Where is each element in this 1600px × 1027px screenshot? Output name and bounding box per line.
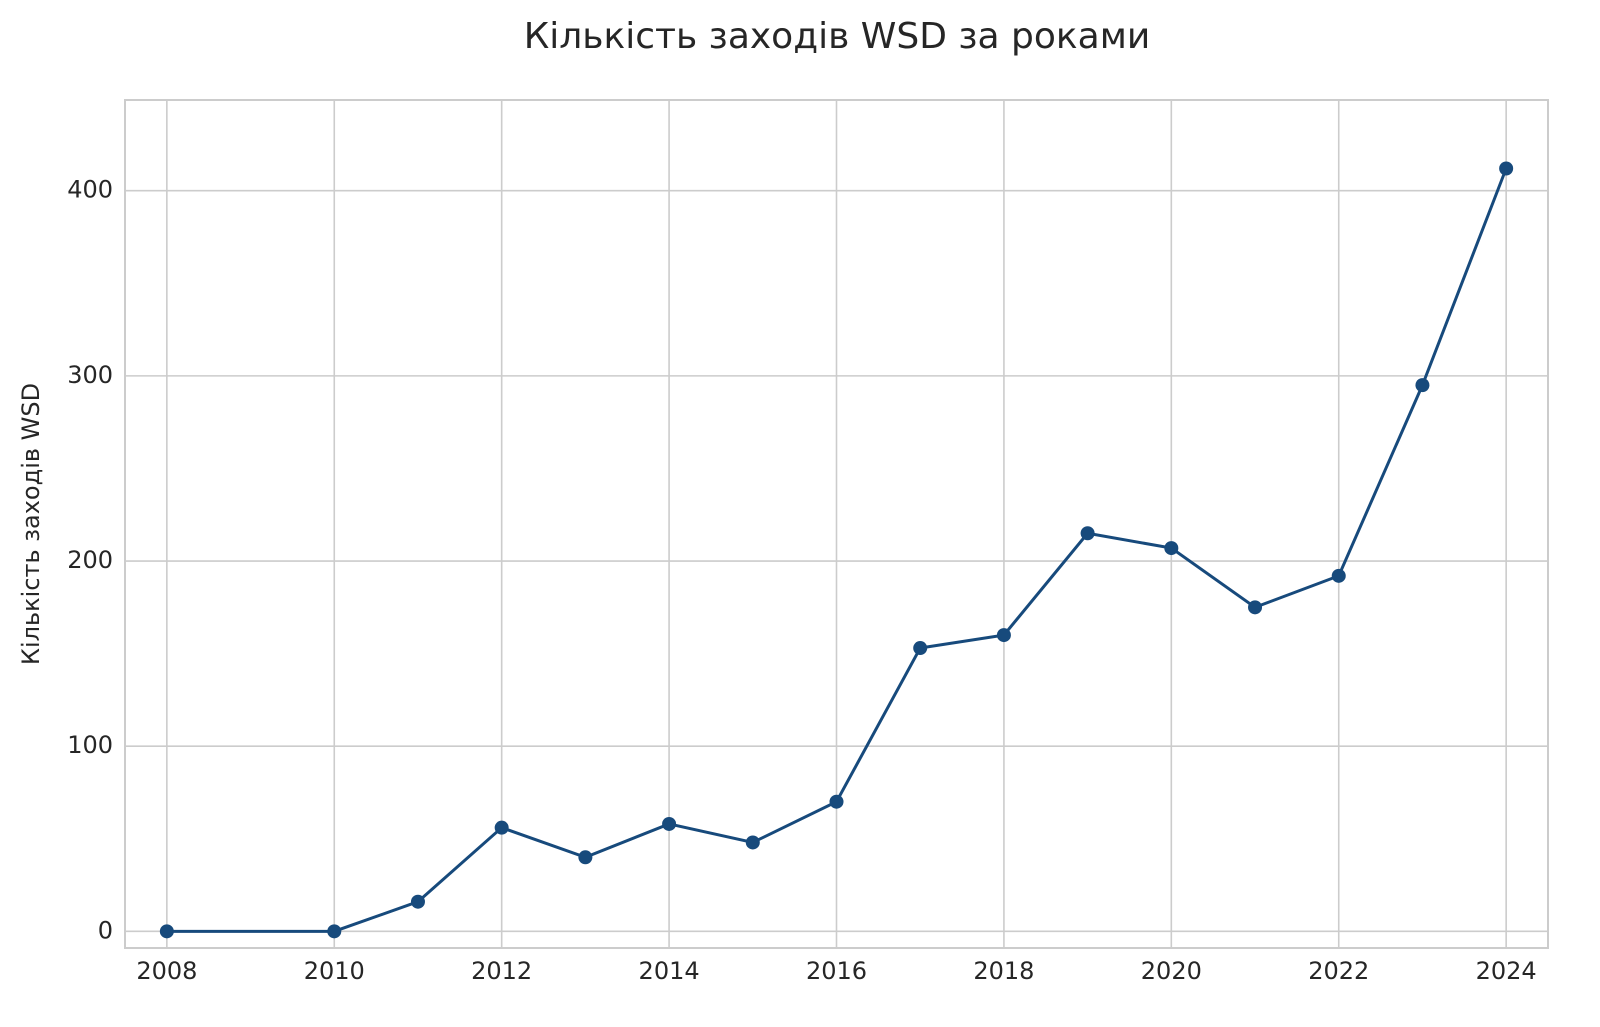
x-tick-label: 2022 xyxy=(1308,957,1369,985)
x-tick-label: 2010 xyxy=(304,957,365,985)
y-tick-label: 0 xyxy=(98,916,113,944)
data-point xyxy=(1415,378,1430,393)
data-point xyxy=(745,835,760,850)
x-tick-label: 2012 xyxy=(471,957,532,985)
y-tick-label: 300 xyxy=(67,361,113,389)
data-point xyxy=(996,628,1011,643)
data-point xyxy=(327,924,342,939)
data-point xyxy=(829,794,844,809)
y-tick-label: 400 xyxy=(67,176,113,204)
data-point xyxy=(410,894,425,909)
chart-title: Кількість заходів WSD за роками xyxy=(524,16,1151,57)
x-tick-label: 2024 xyxy=(1476,957,1537,985)
data-point xyxy=(662,816,677,831)
x-tick-label: 2016 xyxy=(806,957,867,985)
data-point xyxy=(1499,161,1514,176)
data-point xyxy=(1331,568,1346,583)
data-line xyxy=(166,167,1508,933)
x-tick-label: 2008 xyxy=(136,957,197,985)
y-tick-label: 100 xyxy=(67,731,113,759)
data-point xyxy=(159,924,174,939)
y-axis-label: Кількість заходів WSD xyxy=(17,383,45,665)
data-point xyxy=(1080,526,1095,541)
data-point xyxy=(1248,600,1263,615)
x-tick-label: 2020 xyxy=(1141,957,1202,985)
y-tick-label: 200 xyxy=(67,546,113,574)
data-point xyxy=(913,641,928,656)
plot-frame xyxy=(124,99,1549,949)
data-point xyxy=(578,850,593,865)
data-point xyxy=(1164,541,1179,556)
x-tick-label: 2018 xyxy=(973,957,1034,985)
x-tick-label: 2014 xyxy=(639,957,700,985)
data-point xyxy=(494,820,509,835)
